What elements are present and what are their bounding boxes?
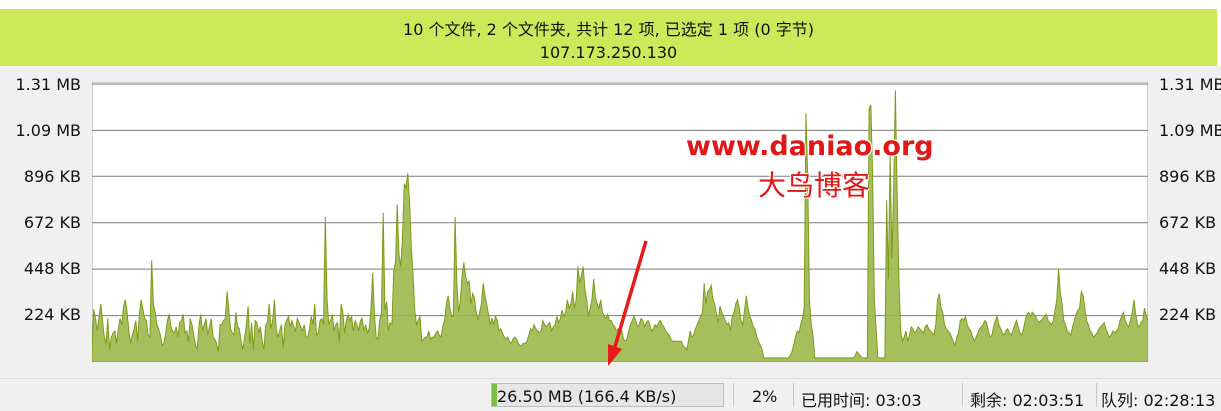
elapsed-time: 已用时间: 03:03 bbox=[801, 391, 922, 410]
status-banner: 10 个文件, 2 个文件夹, 共计 12 项, 已选定 1 项 (0 字节) … bbox=[0, 9, 1221, 66]
progress-fill bbox=[492, 384, 497, 406]
y-tick-label-right: 672 KB bbox=[1159, 213, 1217, 232]
y-tick-label-left: 1.31 MB bbox=[15, 75, 82, 94]
separator bbox=[1096, 383, 1097, 407]
y-tick-label-right: 224 KB bbox=[1159, 305, 1217, 324]
y-tick-label-left: 1.09 MB bbox=[15, 121, 82, 140]
watermark-url: www.daniao.org bbox=[686, 131, 934, 162]
y-tick-label-right: 448 KB bbox=[1159, 259, 1217, 278]
transfer-speed: 26.50 MB (166.4 KB/s) bbox=[497, 387, 677, 406]
y-tick-label-right: 1.09 MB bbox=[1159, 121, 1221, 140]
separator bbox=[962, 383, 963, 407]
speed-graph: 1.31 MB 1.09 MB 896 KB 672 KB 448 KB 224… bbox=[0, 66, 1221, 378]
selection-summary: 10 个文件, 2 个文件夹, 共计 12 项, 已选定 1 项 (0 字节) bbox=[403, 20, 814, 39]
transfer-status-bar: 26.50 MB (166.4 KB/s) 2% 已用时间: 03:03 剩余:… bbox=[0, 378, 1221, 411]
separator bbox=[793, 383, 794, 407]
y-tick-label-left: 448 KB bbox=[23, 259, 81, 278]
y-tick-label-right: 1.31 MB bbox=[1159, 75, 1221, 94]
window-top-edge bbox=[0, 0, 1221, 9]
y-tick-label-right: 896 KB bbox=[1159, 167, 1217, 186]
queue-time: 队列: 02:28:13 bbox=[1101, 391, 1216, 410]
y-tick-label-left: 672 KB bbox=[23, 213, 81, 232]
separator bbox=[733, 383, 734, 407]
y-tick-label-left: 896 KB bbox=[23, 167, 81, 186]
watermark-name: 大鸟博客 bbox=[758, 169, 871, 202]
percent-complete: 2% bbox=[752, 387, 778, 406]
speed-plot bbox=[92, 82, 1148, 362]
transfer-progress-bar: 26.50 MB (166.4 KB/s) bbox=[491, 383, 724, 407]
y-tick-label-left: 224 KB bbox=[23, 305, 81, 324]
plot-background bbox=[92, 82, 1148, 362]
remaining-time: 剩余: 02:03:51 bbox=[970, 391, 1085, 410]
server-ip: 107.173.250.130 bbox=[539, 43, 678, 62]
